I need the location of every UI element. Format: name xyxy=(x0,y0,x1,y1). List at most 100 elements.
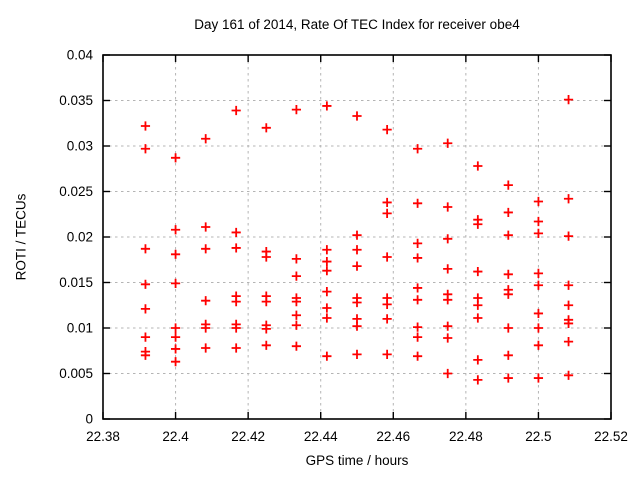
data-point-marker xyxy=(201,244,211,254)
data-point-marker xyxy=(503,350,513,360)
data-point-marker xyxy=(443,202,453,212)
data-point-marker xyxy=(503,373,513,383)
data-point-marker xyxy=(443,264,453,274)
data-point-marker xyxy=(503,323,513,333)
data-point-marker xyxy=(533,268,544,278)
data-point-marker xyxy=(382,299,392,309)
data-point-marker xyxy=(443,333,453,343)
data-point-marker xyxy=(261,324,271,334)
data-point-marker xyxy=(140,121,151,131)
data-point-marker xyxy=(170,323,181,333)
data-point-marker xyxy=(473,300,483,310)
data-point-marker xyxy=(533,280,544,290)
data-point-marker xyxy=(503,207,513,218)
data-point-marker xyxy=(201,222,211,232)
data-point-marker xyxy=(473,219,483,229)
data-point-marker xyxy=(261,297,271,307)
data-point-marker xyxy=(563,300,574,310)
data-point-marker xyxy=(533,228,544,238)
y-tick-label: 0.04 xyxy=(67,48,94,63)
data-point-marker xyxy=(412,295,423,305)
data-point-marker xyxy=(563,194,574,204)
data-point-marker xyxy=(563,370,574,380)
data-point-marker xyxy=(352,321,362,331)
x-tick-label: 22.5 xyxy=(525,429,551,444)
x-tick-label: 22.48 xyxy=(449,429,483,444)
data-point-marker xyxy=(382,208,392,218)
x-tick-label: 22.44 xyxy=(304,429,338,444)
data-point-marker xyxy=(443,368,453,379)
data-point-marker xyxy=(473,375,483,385)
data-point-marker xyxy=(322,245,332,255)
x-axis-label: GPS time / hours xyxy=(305,453,409,468)
x-tick-label: 22.42 xyxy=(231,429,265,444)
data-point-marker xyxy=(170,332,181,342)
data-point-marker xyxy=(291,341,302,351)
data-point-marker xyxy=(352,111,362,121)
data-point-marker xyxy=(322,303,332,313)
data-point-marker xyxy=(322,313,332,323)
data-point-marker xyxy=(291,105,302,115)
data-point-marker xyxy=(352,349,362,359)
data-point-marker xyxy=(533,340,544,350)
data-point-marker xyxy=(231,297,241,307)
data-point-marker xyxy=(533,216,544,227)
data-point-marker xyxy=(412,351,423,361)
data-point-marker xyxy=(473,266,483,277)
data-point-marker xyxy=(140,304,151,314)
data-point-marker xyxy=(533,323,544,333)
data-point-marker xyxy=(412,238,423,248)
data-point-marker xyxy=(473,355,483,365)
data-point-marker xyxy=(352,245,362,255)
data-point-marker xyxy=(382,314,392,324)
chart-title: Day 161 of 2014, Rate Of TEC Index for r… xyxy=(194,17,520,32)
data-point-marker xyxy=(291,310,302,320)
data-point-marker xyxy=(443,321,453,331)
data-point-marker xyxy=(503,269,513,279)
data-point-marker xyxy=(231,243,241,253)
y-tick-label: 0.03 xyxy=(67,139,93,154)
data-point-marker xyxy=(261,252,271,262)
y-tick-label: 0.02 xyxy=(67,230,93,245)
x-tick-label: 22.4 xyxy=(162,429,189,444)
data-point-marker xyxy=(322,101,332,111)
data-point-marker xyxy=(473,161,483,171)
data-point-marker xyxy=(140,332,151,342)
data-point-marker xyxy=(533,196,544,207)
y-tick-label: 0.01 xyxy=(67,321,93,336)
data-point-marker xyxy=(412,322,423,332)
x-tick-label: 22.46 xyxy=(376,429,410,444)
data-point-marker xyxy=(291,254,302,264)
data-point-marker xyxy=(291,297,302,307)
data-point-marker xyxy=(563,280,574,290)
data-point-marker xyxy=(170,225,181,235)
data-point-marker xyxy=(473,313,483,323)
data-point-marker xyxy=(231,343,241,353)
data-point-marker xyxy=(352,230,362,240)
data-point-marker xyxy=(170,357,181,367)
data-point-marker xyxy=(140,244,151,254)
data-point-marker xyxy=(170,153,181,163)
data-point-marker xyxy=(382,252,392,262)
data-point-marker xyxy=(170,344,181,354)
x-tick-label: 22.38 xyxy=(86,429,120,444)
data-point-marker xyxy=(231,227,241,238)
data-point-marker xyxy=(140,279,151,289)
data-point-marker xyxy=(412,253,423,263)
data-point-marker xyxy=(291,320,302,330)
data-point-marker xyxy=(563,231,574,241)
data-point-marker xyxy=(443,295,453,305)
data-point-marker xyxy=(201,343,211,353)
y-tick-label: 0.005 xyxy=(59,366,93,381)
data-point-marker xyxy=(503,180,513,190)
data-point-marker xyxy=(231,323,241,333)
data-point-marker xyxy=(503,289,513,299)
y-tick-label: 0 xyxy=(85,412,93,427)
data-point-marker xyxy=(412,283,423,293)
data-point-marker xyxy=(563,337,574,347)
data-point-marker xyxy=(412,332,423,342)
data-point-marker xyxy=(443,234,453,244)
data-point-marker xyxy=(170,278,181,289)
